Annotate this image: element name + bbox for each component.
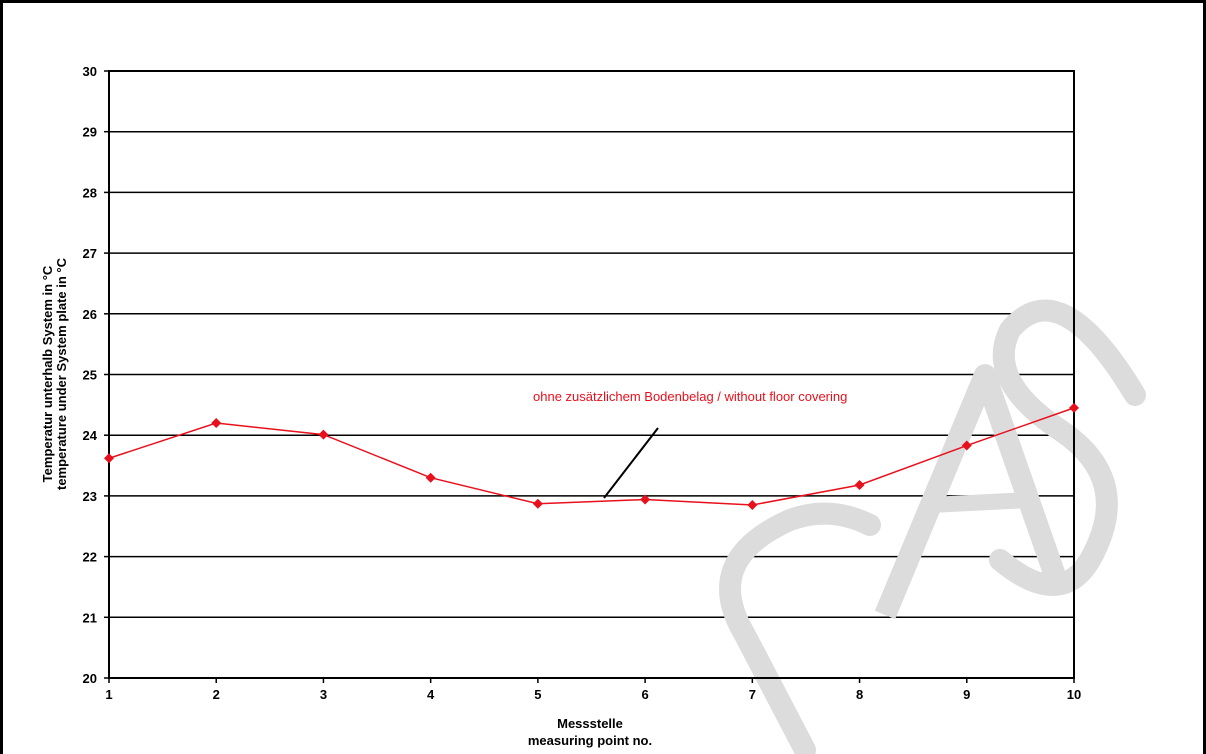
- x-tick-label: 2: [213, 687, 220, 702]
- y-tick-label: 21: [83, 610, 97, 625]
- watermark: [719, 299, 1146, 754]
- data-point-marker: [211, 418, 222, 429]
- gridlines: [109, 70, 1074, 679]
- series-points: [104, 402, 1079, 511]
- x-tick-label: 8: [856, 687, 863, 702]
- series-lines: [108, 407, 1075, 506]
- y-tick-label: 26: [83, 307, 97, 322]
- annotation-leader-line: [603, 427, 659, 499]
- x-axis-title-line2: measuring point no.: [528, 733, 652, 748]
- y-tick-label: 23: [83, 489, 97, 504]
- x-tick-label: 9: [963, 687, 970, 702]
- series-line: [108, 407, 1075, 506]
- x-tick-label: 5: [534, 687, 541, 702]
- x-axis-title-line1: Messstelle: [557, 716, 623, 731]
- y-tick-label: 28: [83, 185, 97, 200]
- data-point-marker: [104, 453, 114, 464]
- y-tick-label: 20: [83, 671, 97, 686]
- x-tick-label: 1: [105, 687, 112, 702]
- y-axis-title-line1: Temperatur unterhalb System in °C: [40, 265, 55, 482]
- y-tick-label: 29: [83, 125, 97, 140]
- data-point-marker: [854, 479, 865, 490]
- data-point-marker: [961, 440, 972, 451]
- data-point-marker: [425, 472, 436, 483]
- annotation-label: ohne zusätzlichem Bodenbelag / without f…: [533, 389, 847, 404]
- x-tick-label: 6: [641, 687, 648, 702]
- y-tick-label: 24: [83, 428, 98, 443]
- data-point-marker: [747, 500, 758, 511]
- x-tick-label: 4: [427, 687, 435, 702]
- y-tick-label: 25: [83, 368, 97, 383]
- x-axis-ticks: 1 2 3 4 5 6 7 8 9 10: [105, 678, 1081, 702]
- data-point-marker: [532, 498, 543, 509]
- data-point-marker: [640, 494, 651, 505]
- x-tick-label: 7: [749, 687, 756, 702]
- y-tick-label: 27: [83, 246, 97, 261]
- y-tick-label: 30: [83, 64, 97, 79]
- y-tick-label: 22: [83, 550, 97, 565]
- y-axis-title-line2: temperature under System plate in °C: [54, 257, 69, 490]
- x-tick-label: 10: [1067, 687, 1081, 702]
- data-point-marker: [1069, 402, 1079, 413]
- data-point-marker: [318, 429, 329, 440]
- x-tick-label: 3: [320, 687, 327, 702]
- y-axis-ticks: 20 21 22 23 24 25 26 27 28 29 30: [83, 64, 109, 686]
